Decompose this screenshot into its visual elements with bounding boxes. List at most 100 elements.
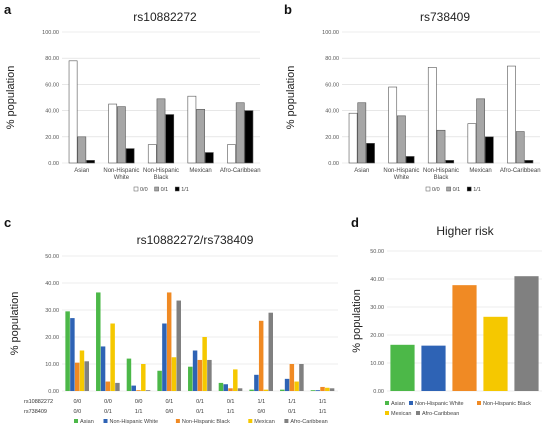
bar-non-hispanic-white <box>284 378 290 391</box>
genotype-rs10882272: 1/1 <box>319 399 327 405</box>
x-tick-label: Asian <box>74 168 89 174</box>
bar-non-hispanic-white <box>315 390 320 391</box>
legend-label: 1/1 <box>473 187 481 193</box>
bar-non-hispanic-black <box>197 359 203 391</box>
x-tick-label: Non-Hispanic <box>383 168 419 174</box>
x-tick-label: Afro-Caribbean <box>220 168 261 174</box>
bar-mexican <box>483 316 508 391</box>
bar-afro-caribbean <box>514 276 539 391</box>
bar-non-hispanic-white <box>223 384 228 391</box>
x-tick-label: White <box>114 175 130 181</box>
bar-0-0 <box>348 112 358 164</box>
y-tick-label: 50.00 <box>370 249 384 255</box>
legend-swatch <box>284 419 289 423</box>
y-tick-label: 10.00 <box>45 362 59 368</box>
bar-0-1 <box>117 106 126 164</box>
bar-mexican <box>325 387 330 391</box>
bar-0-1 <box>77 136 87 164</box>
y-tick-label: 60.00 <box>325 82 339 88</box>
y-tick-label: 30.00 <box>45 308 59 314</box>
chart-title: rs10882272 <box>133 10 197 24</box>
bar-0-1 <box>515 131 525 164</box>
bar-0-0 <box>147 144 157 164</box>
y-tick-label: 100.00 <box>322 30 339 36</box>
bar-non-hispanic-black <box>136 390 141 391</box>
bar-non-hispanic-white <box>421 345 446 391</box>
chart-d: Higher risk % population 0.00 10.00 20.00 30.… <box>351 224 542 417</box>
bar-1-1 <box>366 143 375 164</box>
bar-mexican <box>263 389 269 391</box>
legend-label: Non-Hispanic White <box>110 419 159 425</box>
bar-afro-caribbean <box>299 364 304 391</box>
bar-asian <box>157 370 162 391</box>
bar-afro-caribbean <box>176 300 181 391</box>
x-tick-label: Non-Hispanic <box>423 168 459 174</box>
bar-non-hispanic-black <box>166 292 172 391</box>
genotype-rs738409: 0/1 <box>288 409 296 415</box>
bar-0-1 <box>235 102 245 164</box>
bar-0-0 <box>187 95 197 164</box>
y-tick-label: 0.00 <box>48 161 59 167</box>
legend-swatch <box>385 401 389 405</box>
genotype-rs10882272: 0/0 <box>104 399 112 405</box>
bar-non-hispanic-black <box>74 362 80 391</box>
bar-mexican <box>110 323 115 391</box>
bar-0-0 <box>388 86 398 164</box>
bar-1-1 <box>165 114 175 164</box>
panel-c: c rs10882272/rs738409 % population 0.00 10.… <box>0 213 345 433</box>
y-axis-label: % population <box>9 292 21 356</box>
legend-swatch <box>425 186 431 192</box>
bar-asian <box>310 390 316 391</box>
x-tick-label: Afro-Caribbean <box>500 168 541 174</box>
y-tick-label: 20.00 <box>45 335 59 341</box>
legend-label: Afro-Caribbean <box>422 411 459 417</box>
y-tick-label: 30.00 <box>370 305 384 311</box>
bar-1-1 <box>484 136 494 164</box>
y-tick-label: 50.00 <box>45 254 59 260</box>
bar-0-0 <box>427 67 437 164</box>
legend-label: Asian <box>80 419 94 425</box>
row-label-rs10882272: rs10882272 <box>24 399 53 405</box>
y-tick-label: 40.00 <box>325 109 339 115</box>
panel-d: d Higher risk % population 0.00 10.00 20.00 3… <box>345 213 550 433</box>
row-label-rs738409: rs738409 <box>24 409 47 415</box>
bar-1-1 <box>524 160 534 164</box>
legend-swatch <box>74 419 78 423</box>
bar-afro-caribbean <box>115 382 120 391</box>
bar-0-1 <box>156 98 166 164</box>
legend-swatch <box>175 419 180 423</box>
y-tick-label: 80.00 <box>45 56 59 62</box>
x-tick-label: Black <box>434 175 450 181</box>
genotype-rs738409: 1/1 <box>319 409 327 415</box>
legend-label: 0/0 <box>432 187 440 193</box>
bar-afro-caribbean <box>329 388 335 391</box>
bar-1-1 <box>445 160 455 164</box>
x-tick-label: Non-Hispanic <box>143 168 179 174</box>
bar-asian <box>96 292 101 391</box>
bar-asian <box>249 389 254 391</box>
legend-swatch <box>154 186 159 192</box>
y-tick-label: 20.00 <box>45 135 59 141</box>
genotype-rs10882272: 1/1 <box>258 399 266 405</box>
legend-swatch <box>416 411 420 415</box>
bar-1-1 <box>204 152 214 164</box>
legend-swatch <box>174 186 180 192</box>
bar-mexican <box>294 381 299 391</box>
legend-label: 0/0 <box>140 187 148 193</box>
panel-letter-a: a <box>4 2 12 17</box>
bar-non-hispanic-black <box>228 388 233 391</box>
legend-swatch <box>466 186 472 192</box>
bar-asian <box>390 344 415 391</box>
legend-swatch <box>103 419 108 423</box>
legend-label: 0/1 <box>161 187 169 193</box>
bar-non-hispanic-black <box>320 386 325 391</box>
genotype-rs738409: 0/0 <box>74 409 82 415</box>
y-axis-label: % population <box>5 66 17 130</box>
bar-non-hispanic-white <box>192 350 198 391</box>
x-tick-label: Mexican <box>189 168 211 174</box>
genotype-rs738409: 0/1 <box>196 409 204 415</box>
bar-0-1 <box>476 98 485 164</box>
bar-asian <box>65 311 70 391</box>
bar-1-1 <box>125 148 135 164</box>
panel-a: a rs10882272 % population 0.00 20.00 40.00 60… <box>0 0 270 205</box>
